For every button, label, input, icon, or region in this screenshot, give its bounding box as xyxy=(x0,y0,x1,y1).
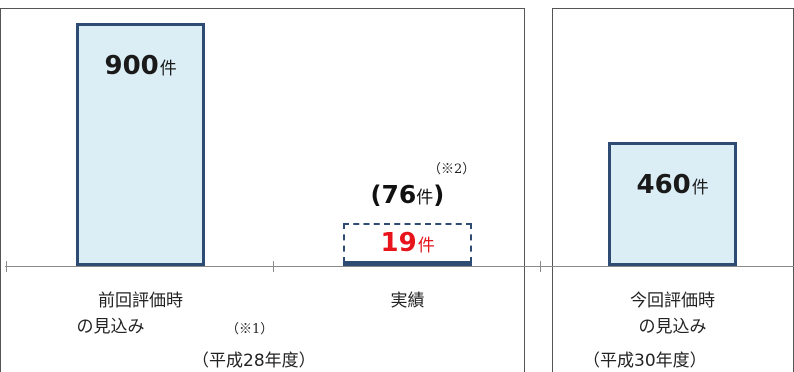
value-number: 460 xyxy=(636,169,691,200)
bar-2 xyxy=(608,141,737,266)
x-axis-tick xyxy=(540,261,541,272)
category-label-1: 実績 xyxy=(390,291,425,311)
x-axis-tick xyxy=(273,261,274,272)
extra-value-label: (76件) xyxy=(370,180,445,209)
bar-dashed-outline xyxy=(343,223,472,263)
value-label-1: 19件 xyxy=(381,228,435,258)
category-label-2: の見込み xyxy=(638,317,707,337)
category-note-1: （※1） xyxy=(226,322,274,337)
extra-value-number: 76 xyxy=(381,180,417,209)
bar-actual xyxy=(343,260,472,266)
category-label-0: 前回評価時 xyxy=(98,291,183,311)
group-label-fy30: （平成30年度） xyxy=(583,351,707,371)
group-label-fy28: （平成28年度） xyxy=(192,351,316,371)
value-label-0: 900件 xyxy=(105,51,177,81)
x-axis-line xyxy=(5,266,794,267)
value-unit: 件 xyxy=(691,177,709,198)
bar-0 xyxy=(76,23,205,266)
extra-value-note: （※2） xyxy=(428,162,476,177)
category-label-2: 今回評価時 xyxy=(630,291,715,311)
value-number: 19 xyxy=(380,228,417,258)
value-unit: 件 xyxy=(417,236,435,256)
panel-fy28 xyxy=(0,8,525,372)
extra-value-unit: 件 xyxy=(416,188,434,208)
value-number: 900 xyxy=(104,51,159,81)
value-label-2: 460件 xyxy=(637,170,709,200)
category-label-0: の見込み xyxy=(76,317,145,337)
value-unit: 件 xyxy=(159,59,177,79)
x-axis-tick xyxy=(6,261,7,272)
